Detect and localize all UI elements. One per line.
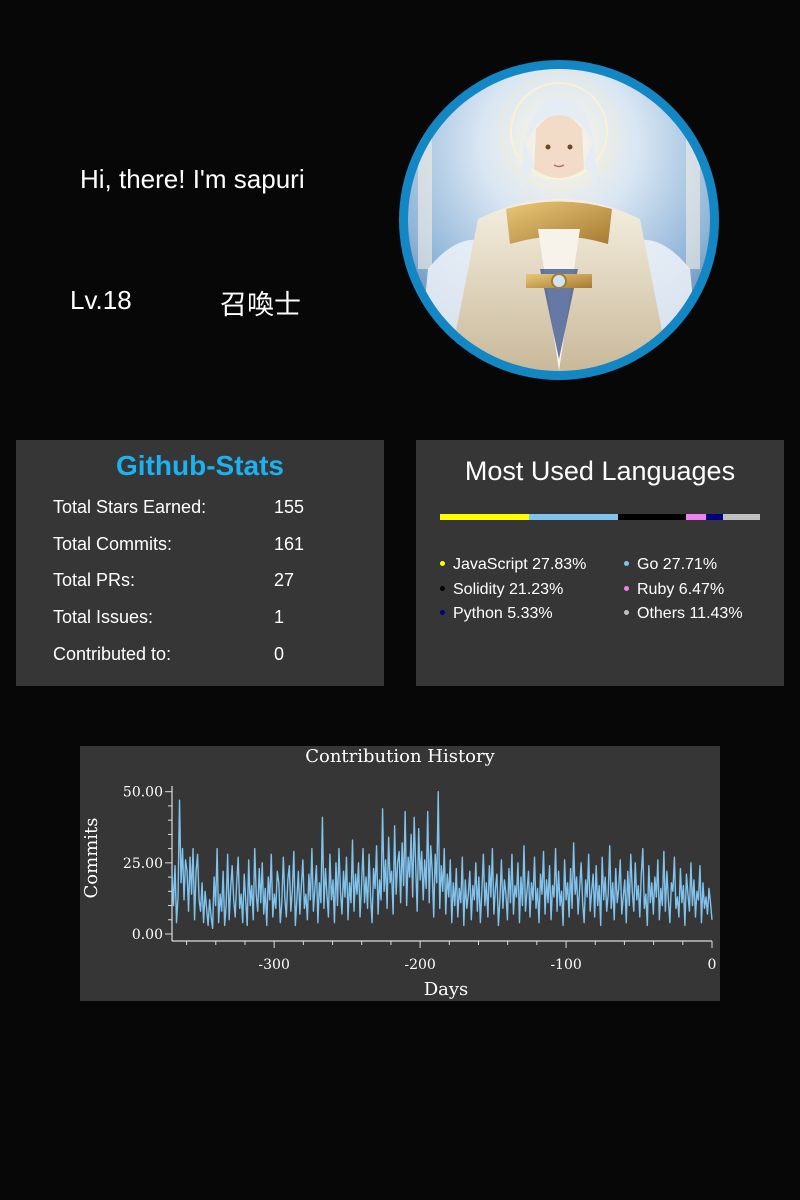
language-dot-icon xyxy=(440,586,445,591)
language-dot-icon xyxy=(624,586,629,591)
language-bar-segment xyxy=(706,514,724,520)
contribution-history-chart: Contribution History Commits Days 0.00 25… xyxy=(80,746,720,1001)
language-bar-segment xyxy=(529,514,618,520)
language-bar-segment xyxy=(685,514,707,520)
stat-value: 27 xyxy=(274,570,295,590)
chart-title: Contribution History xyxy=(305,746,495,767)
x-axis-label: Days xyxy=(424,979,469,1000)
y-tick-label: 25.00 xyxy=(123,856,163,872)
stat-value: 0 xyxy=(274,644,285,664)
x-tick-label: 0 xyxy=(708,957,717,973)
stat-label: Total Issues: xyxy=(53,607,154,627)
language-dot-icon xyxy=(440,610,445,615)
x-tick-label: -100 xyxy=(550,957,581,973)
chart-axes: 0.00 25.00 50.00 -300 -200 -100 0 xyxy=(123,785,717,973)
stat-label: Total Stars Earned: xyxy=(53,497,207,517)
stat-value: 161 xyxy=(274,534,305,554)
language-bar-segment xyxy=(617,514,686,520)
language-label: JavaScript 27.83% xyxy=(453,556,587,573)
languages-card: Most Used Languages JavaScript 27.83% Go… xyxy=(416,440,784,686)
language-bar-segment xyxy=(440,514,530,520)
language-dot-icon xyxy=(624,561,629,566)
language-label: Go 27.71% xyxy=(637,556,718,573)
series-line xyxy=(171,790,713,930)
stat-row-contributed: Contributed to: 0 xyxy=(53,644,373,668)
y-tick-label: 0.00 xyxy=(132,927,163,943)
language-dot-icon xyxy=(440,561,445,566)
stat-row-prs: Total PRs: 27 xyxy=(53,570,373,594)
languages-title: Most Used Languages xyxy=(464,456,736,486)
languages-progress-bar xyxy=(440,514,760,520)
stat-label: Total Commits: xyxy=(53,534,173,554)
stat-row-stars: Total Stars Earned: 155 xyxy=(53,497,373,521)
stat-label: Contributed to: xyxy=(53,644,172,664)
level-label: Lv.18 xyxy=(70,285,132,315)
github-stats-card: Github-Stats Total Stars Earned: 155 Tot… xyxy=(16,440,384,686)
x-tick-label: -200 xyxy=(404,957,435,973)
stat-row-issues: Total Issues: 1 xyxy=(53,607,373,631)
stat-label: Total PRs: xyxy=(53,570,136,590)
language-label: Ruby 6.47% xyxy=(637,581,725,598)
language-bar-segment xyxy=(723,514,760,520)
x-tick-label: -300 xyxy=(258,957,289,973)
class-title: 召喚士 xyxy=(220,290,301,321)
avatar-image xyxy=(408,69,710,371)
stat-value: 155 xyxy=(274,497,305,517)
language-label: Python 5.33% xyxy=(453,605,553,622)
language-label: Others 11.43% xyxy=(637,605,743,622)
github-stats-title: Github-Stats xyxy=(116,450,284,481)
contribution-chart-svg: Contribution History Commits Days 0.00 25… xyxy=(81,746,717,1000)
greeting-text: Hi, there! I'm sapuri xyxy=(80,164,305,194)
language-label: Solidity 21.23% xyxy=(453,581,564,598)
language-dot-icon xyxy=(624,610,629,615)
stat-value: 1 xyxy=(274,607,285,627)
y-tick-label: 50.00 xyxy=(123,785,163,801)
y-axis-label: Commits xyxy=(81,818,102,899)
avatar xyxy=(399,60,719,380)
stat-row-commits: Total Commits: 161 xyxy=(53,534,373,558)
